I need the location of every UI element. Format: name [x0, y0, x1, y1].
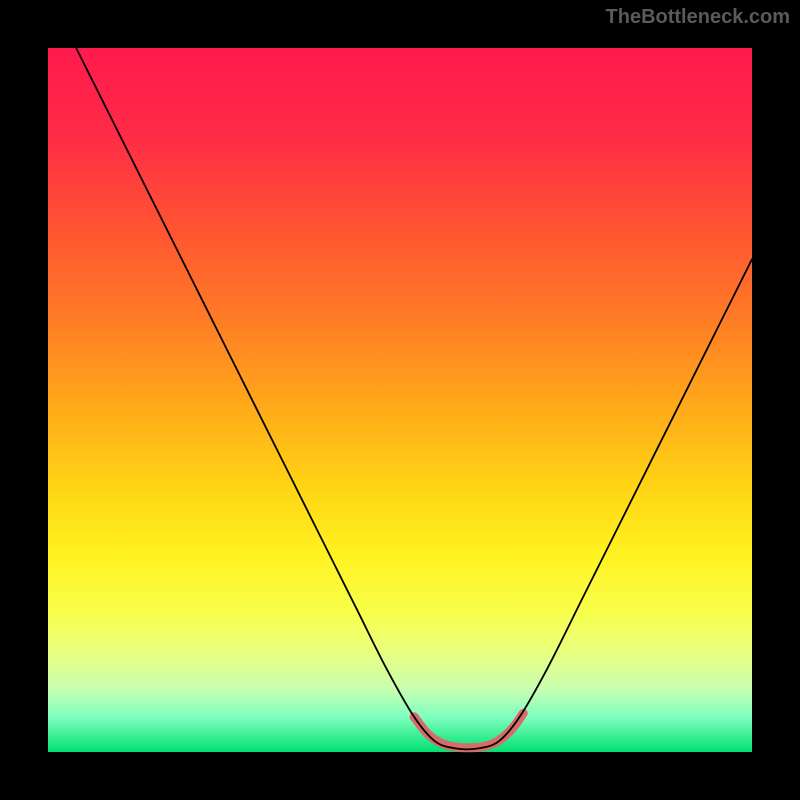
chart-container: TheBottleneck.com — [0, 0, 800, 800]
bottleneck-curve-chart — [0, 0, 800, 800]
plot-background — [48, 48, 752, 752]
